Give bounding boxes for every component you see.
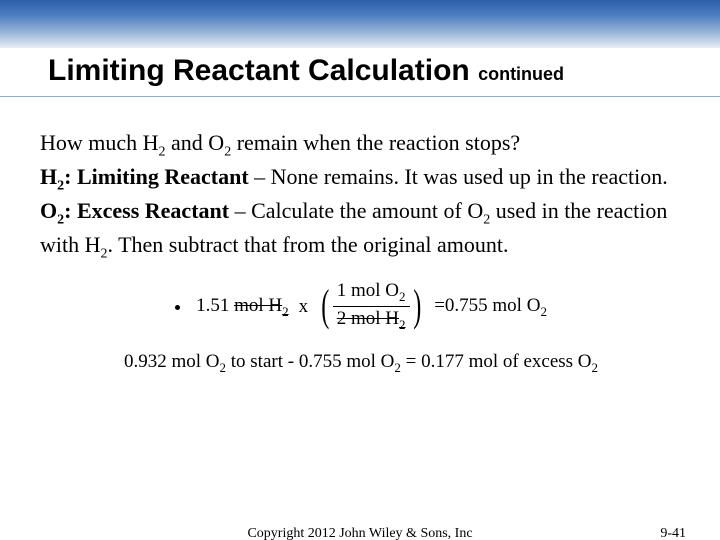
eq2-c: = 0.177 mol of excess O — [401, 351, 592, 372]
eq1-rhs: =0.755 mol O2 — [434, 293, 547, 320]
den-strike: 2 mol H2 — [337, 308, 406, 329]
h2-label: H — [40, 164, 57, 189]
question-line: How much H2 and O2 remain when the react… — [40, 128, 682, 162]
eq1-result-sub: 2 — [540, 304, 547, 319]
o2-sub3: 2 — [101, 246, 108, 261]
den-sub: 2 — [399, 317, 406, 332]
eq1-strike-unit: mol H2 — [234, 295, 289, 316]
fraction: 1 mol O2 2 mol H2 — [333, 281, 410, 331]
frac-den: 2 mol H2 — [333, 306, 410, 331]
title-main: Limiting Reactant Calculation — [48, 54, 470, 87]
q-part-c: remain when the reaction stops? — [231, 130, 520, 155]
h2-bold: : Limiting Reactant — [64, 164, 249, 189]
eq1-bullet — [175, 294, 186, 319]
eq1-fraction: ( 1 mol O2 2 mol H2 ) — [318, 281, 424, 331]
copyright-text: Copyright 2012 John Wiley & Sons, Inc — [0, 526, 720, 540]
eq1-row: 1.51 mol H2 x ( 1 mol O2 2 mol H2 ) =0.7… — [175, 281, 547, 331]
h2-line: H2: Limiting Reactant – None remains. It… — [40, 162, 682, 196]
slide: Limiting Reactant Calculation continued … — [0, 0, 720, 540]
eq1-eq: = — [434, 295, 445, 316]
q-part-a: How much H — [40, 130, 159, 155]
sub-h2: 2 — [159, 144, 166, 159]
eq1-unit-sub: 2 — [282, 304, 289, 319]
header-gradient — [0, 0, 720, 48]
h2-rest: – None remains. It was used up in the re… — [249, 164, 668, 189]
frac-num: 1 mol O2 — [333, 281, 410, 305]
eq1-lhs: 1.51 mol H2 — [196, 293, 289, 320]
slide-title: Limiting Reactant Calculation continued — [48, 54, 564, 87]
eq2-b: to start - 0.755 mol O — [226, 351, 394, 372]
paren-right: ) — [413, 284, 421, 328]
equation-2: 0.932 mol O2 to start - 0.755 mol O2 = 0… — [40, 349, 682, 376]
eq2-a: 0.932 mol O — [124, 351, 220, 372]
equation-1: 1.51 mol H2 x ( 1 mol O2 2 mol H2 ) =0.7… — [40, 281, 682, 376]
o2-line: O 2 : Excess Reactant – Calculate the amou… — [40, 196, 682, 264]
eq2-sub-c: 2 — [592, 360, 599, 375]
q-part-b: and O — [166, 130, 225, 155]
page-number: 9-41 — [660, 526, 686, 540]
o2-rest-a: – Calculate the amount of O — [229, 198, 483, 223]
title-area: Limiting Reactant Calculation continued — [0, 54, 720, 97]
o2-label: O — [40, 198, 57, 223]
eq1-unit: mol H — [234, 295, 282, 316]
paren-left: ( — [321, 284, 329, 328]
eq1-val: 1.51 — [196, 295, 229, 316]
body-text: How much H2 and O2 remain when the react… — [40, 128, 682, 376]
o2-bold: : Excess Reactant — [64, 198, 229, 223]
num-text: 1 mol O — [337, 280, 399, 301]
num-sub: 2 — [399, 289, 406, 304]
o2-rest-c: . Then subtract that from the original a… — [108, 232, 509, 257]
eq1-result: 0.755 mol O — [445, 295, 541, 316]
eq1-times: x — [299, 294, 309, 319]
title-continued: continued — [478, 64, 564, 84]
den-text: 2 mol H — [337, 308, 399, 329]
